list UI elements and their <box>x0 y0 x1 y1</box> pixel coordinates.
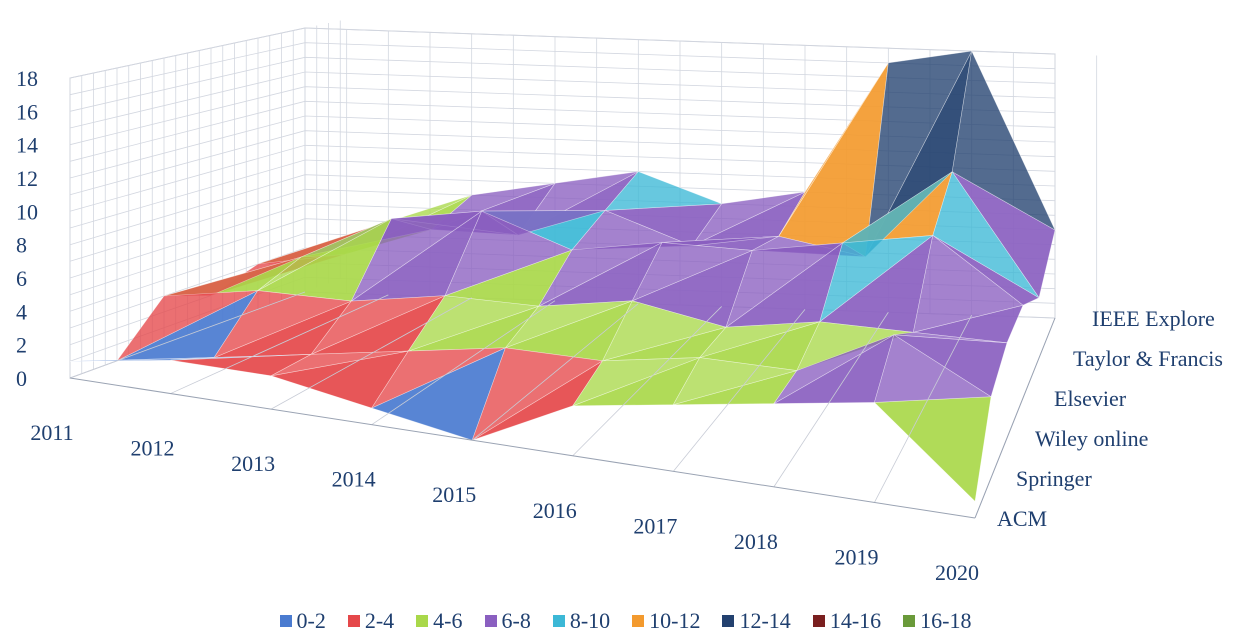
legend: 0-2 2-4 4-6 6-8 8-10 10-12 12-14 14-16 16-18 <box>0 606 1251 635</box>
series-label: ACM <box>997 506 1047 531</box>
y-tick-label: 4 <box>16 299 27 324</box>
floor-gridline <box>874 314 973 503</box>
legend-swatch <box>632 614 645 627</box>
floor-gridline <box>471 303 639 441</box>
legend-label: 0-2 <box>296 607 326 633</box>
surface-cell <box>778 62 889 237</box>
legend-label: 6-8 <box>501 607 531 633</box>
x-tick-label: 2019 <box>834 544 878 569</box>
legend-label: 12-14 <box>739 607 791 633</box>
legend-item: 8-10 <box>552 607 611 634</box>
legend-swatch <box>722 614 735 627</box>
surface-cell <box>698 321 820 359</box>
surface-cell <box>819 235 934 323</box>
surface-cell <box>873 334 992 403</box>
legend-item: 12-14 <box>722 607 791 634</box>
y-tick-label: 16 <box>16 99 38 124</box>
surface-cell <box>370 347 506 409</box>
legend-swatch <box>552 614 565 627</box>
floor-gridline <box>371 300 556 425</box>
x-tick-label: 2014 <box>332 467 376 492</box>
surface-cell <box>471 347 604 441</box>
legend-label: 2-4 <box>364 607 395 633</box>
y-tick-label: 6 <box>16 266 27 291</box>
surface-cell <box>537 242 663 307</box>
depth-axis-line <box>974 317 1056 519</box>
surface-cell <box>932 171 1040 298</box>
floor-gridline <box>773 312 889 488</box>
x-tick-label: 2018 <box>734 529 778 554</box>
x-tick-label: 2011 <box>30 420 73 445</box>
series-label: Elsevier <box>1054 386 1127 411</box>
series-label: Wiley online <box>1035 426 1148 451</box>
surface-cell <box>725 242 844 328</box>
surface-cell <box>407 295 539 352</box>
surface-cell <box>912 234 1024 333</box>
surface-chart: 0 2 4 6 8 10 12 14 16 18 2011 2012 2013 2014 2015 2016 2… <box>16 20 1223 585</box>
legend-label: 8-10 <box>569 607 611 633</box>
legend-swatch <box>279 614 292 627</box>
surface-cell <box>631 242 753 302</box>
legend-label: 14-16 <box>829 607 882 633</box>
surface-cell <box>865 50 973 257</box>
legend-label: 10-12 <box>649 607 701 633</box>
y-tick-label: 14 <box>16 133 38 158</box>
surface-cell <box>572 357 700 407</box>
y-tick-label: 18 <box>16 66 38 91</box>
surface-cell <box>116 290 258 362</box>
floor-gridline <box>170 294 389 394</box>
surface-cell <box>350 210 483 302</box>
y-tick-label: 8 <box>16 233 27 258</box>
surface-cell <box>69 357 215 362</box>
x-tick-label: 2016 <box>533 498 577 523</box>
y-tick-label: 0 <box>16 366 27 391</box>
x-tick-label: 2013 <box>231 451 275 476</box>
legend-swatch <box>812 614 825 627</box>
floor-grid <box>69 291 1056 519</box>
legend-item: 4-6 <box>416 607 463 634</box>
surface-cell <box>873 396 992 502</box>
legend-item: 6-8 <box>484 607 531 634</box>
surface-cell <box>604 171 722 211</box>
legend-swatch <box>347 614 360 627</box>
legend-swatch <box>903 614 916 627</box>
surface-cell <box>690 191 806 247</box>
floor-gridline <box>270 297 472 410</box>
legend-item: 0-2 <box>279 607 326 634</box>
y-tick-label: 10 <box>16 199 38 224</box>
surface-cell <box>773 334 895 404</box>
surface-cell <box>310 295 446 356</box>
surface-cell <box>170 354 312 361</box>
legend-item: 16-18 <box>903 608 971 634</box>
series-label: Taylor & Francis <box>1073 346 1223 371</box>
x-tick-label: 2012 <box>131 436 175 461</box>
surface-cell <box>270 350 409 377</box>
surface-cell <box>257 218 392 291</box>
x-tick-label: 2017 <box>633 513 677 538</box>
surface-plot <box>69 50 1056 502</box>
surface-cell <box>444 210 573 297</box>
floor-gridline <box>69 291 306 379</box>
legend-swatch <box>416 614 429 627</box>
surface-cell <box>213 290 352 359</box>
legend-item: 10-12 <box>632 608 700 634</box>
floor-gridline <box>673 309 806 472</box>
floor-gridline <box>572 306 722 457</box>
axis-labels: 0 2 4 6 8 10 12 14 16 18 2011 2012 2013 2014 2015 2016 2… <box>16 66 1223 585</box>
y-tick-label: 12 <box>16 166 38 191</box>
legend-label: 4-6 <box>433 607 463 633</box>
legend-item: 14-16 <box>812 607 882 634</box>
legend-item: 2-4 <box>347 607 395 634</box>
x-tick-label: 2015 <box>432 482 476 507</box>
surface-cell <box>951 50 1056 231</box>
x-tick-label: 2020 <box>935 560 979 585</box>
surface-cell <box>602 300 728 362</box>
legend-label: 16-18 <box>920 607 972 633</box>
series-label: IEEE Explore <box>1092 306 1215 331</box>
x-axis-line <box>69 377 976 519</box>
y-tick-label: 2 <box>16 333 27 358</box>
legend-swatch <box>484 614 497 627</box>
series-label: Springer <box>1016 466 1092 491</box>
surface-cell <box>672 357 797 406</box>
